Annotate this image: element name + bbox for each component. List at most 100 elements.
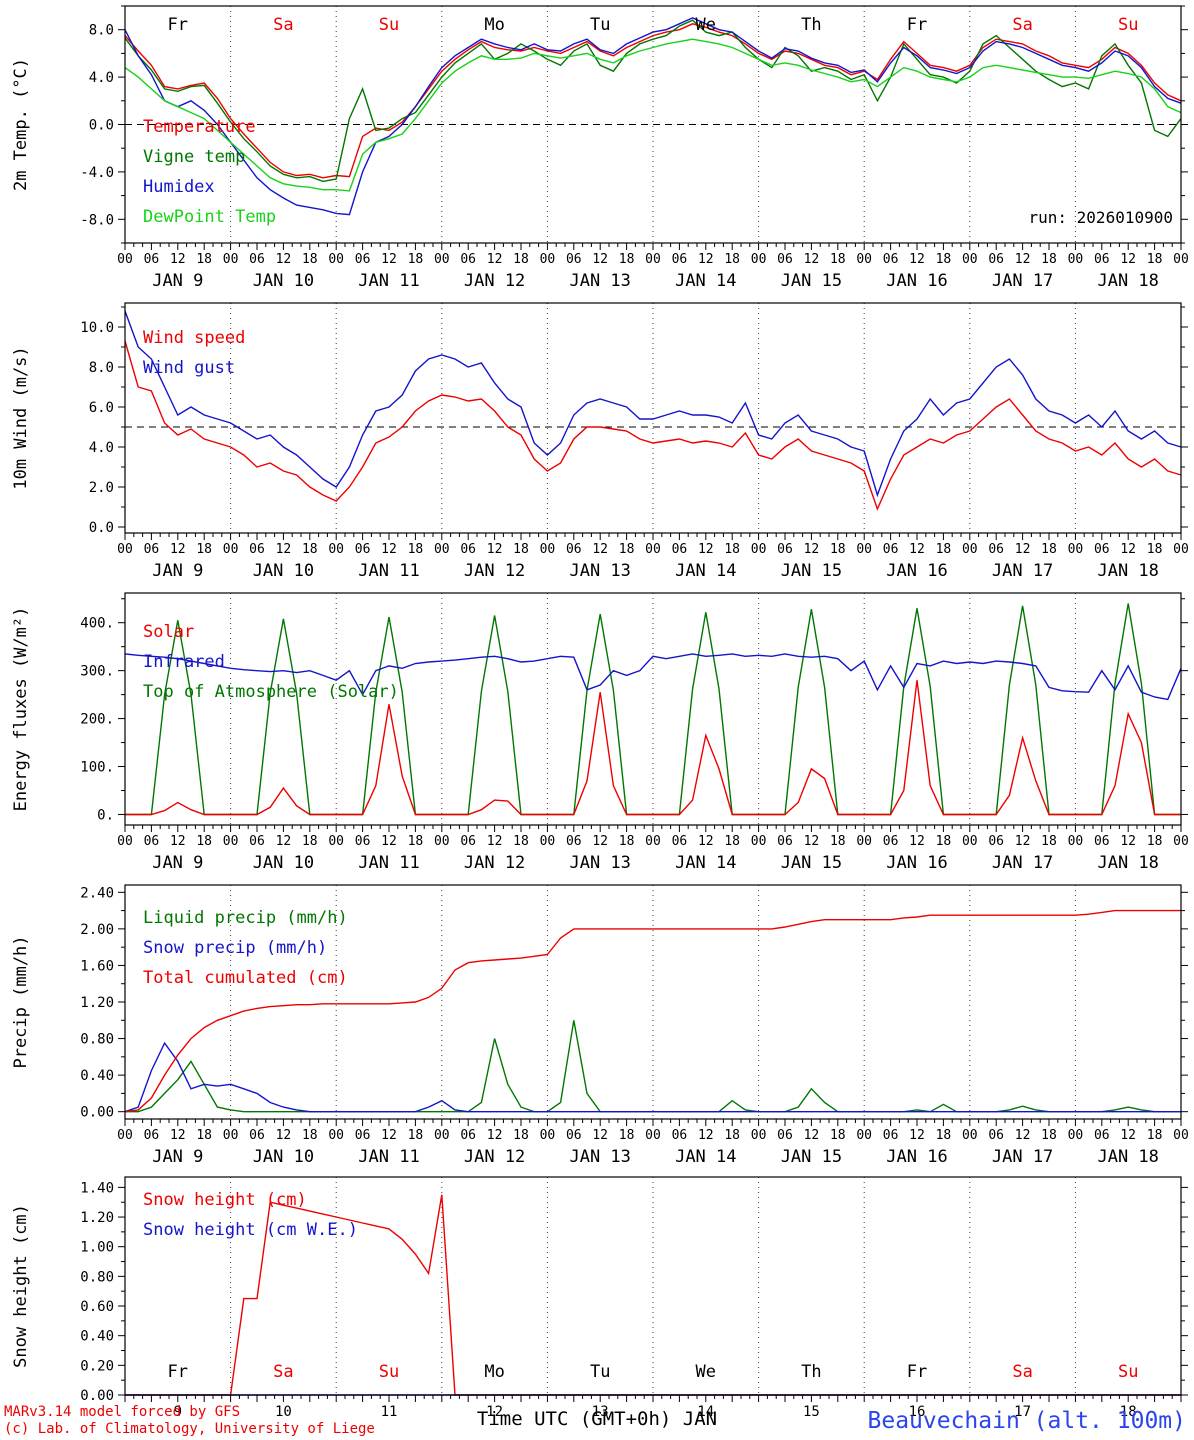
x-hour-label: 06	[144, 834, 160, 849]
panel-precip: 0.00 0.40 0.80 1.20 1.60 2.00 2.40 00 06 12 18 00 06…	[0, 877, 1194, 1171]
x-day-label: JAN 11	[358, 853, 419, 873]
x-hour-label: 12	[592, 252, 608, 267]
x-day-label: JAN 13	[569, 271, 630, 291]
x-day-label: JAN 14	[675, 271, 736, 291]
x-hour-label: 18	[302, 252, 318, 267]
station-label: Beauvechain (alt. 100m)	[867, 1408, 1187, 1434]
x-hour-label: 12	[170, 542, 186, 557]
panel-snow-height: 0.00 0.20 0.40 0.60 0.80 1.00 1.20 1.40 9 10 11 12 1…	[0, 1171, 1194, 1425]
x-hour-label: 06	[355, 834, 371, 849]
x-hour-label: 12	[381, 834, 397, 849]
x-hour-label: 06	[144, 542, 160, 557]
x-day-number: 17	[1014, 1404, 1031, 1420]
x-hour-label: 06	[883, 834, 899, 849]
y-tick-label: 4.0	[89, 70, 114, 86]
x-hour-label: 18	[302, 542, 318, 557]
series-infrared	[124, 653, 1182, 701]
x-hour-label: 00	[856, 834, 872, 849]
x-day-label: JAN 14	[675, 1147, 736, 1167]
x-hour-label: 12	[804, 252, 820, 267]
x-hour-label: 00	[1173, 252, 1189, 267]
x-hour-label: 06	[672, 1128, 688, 1143]
x-hour-label: 18	[724, 1128, 740, 1143]
x-hour-label: 00	[540, 1128, 556, 1143]
model-credit-line1: MARv3.14 model forced by GFS	[4, 1404, 241, 1420]
x-hour-label: 00	[434, 834, 450, 849]
legend-wind-speed: Wind speed	[143, 328, 245, 348]
x-hour-label: 06	[144, 1128, 160, 1143]
legend-dewpoint-temp: DewPoint Temp	[143, 207, 276, 227]
panel-snow-height-svg: 0.00 0.20 0.40 0.60 0.80 1.00 1.20 1.40 9 10 11 12 1…	[11, 1176, 1188, 1420]
x-day-label: JAN 17	[992, 1147, 1053, 1167]
x-hour-label: 00	[645, 252, 661, 267]
x-hour-label: 00	[751, 834, 767, 849]
x-hour-label: 18	[513, 834, 529, 849]
legend-liquid-precip-mm-h: Liquid precip (mm/h)	[143, 908, 348, 928]
x-hour-label: 00	[434, 542, 450, 557]
x-hour-label: 06	[672, 834, 688, 849]
x-hour-label: 00	[1068, 834, 1084, 849]
x-day-label: JAN 16	[886, 1147, 947, 1167]
y-tick-label: 4.0	[89, 440, 114, 456]
y-tick-label: -8.0	[80, 212, 114, 228]
x-hour-label: 00	[856, 252, 872, 267]
series-wind-speed	[124, 340, 1182, 511]
x-hour-label: 06	[988, 1128, 1004, 1143]
y-tick-label: 10.0	[80, 320, 114, 336]
x-hour-label: 00	[117, 834, 133, 849]
x-hour-label: 18	[302, 1128, 318, 1143]
weekday-label: Fr	[907, 15, 927, 35]
x-day-label: JAN 16	[886, 853, 947, 873]
x-hour-label: 12	[170, 252, 186, 267]
y-tick-label: 0.40	[80, 1329, 114, 1345]
y-tick-label: 1.20	[80, 1210, 114, 1226]
y-axis-title: Snow height (cm)	[11, 1204, 31, 1368]
legend-snow-precip-mm-h: Snow precip (mm/h)	[143, 938, 327, 958]
y-tick-label: 2.00	[80, 922, 114, 938]
x-hour-label: 18	[830, 542, 846, 557]
x-hour-label: 12	[804, 834, 820, 849]
x-hour-label: 18	[830, 1128, 846, 1143]
y-tick-label: 1.40	[80, 1180, 114, 1196]
x-hour-label: 18	[1147, 252, 1163, 267]
panel-temperature: -8.0 -4.0 0.0 4.0 8.0 00 06 12 18 00 06 12 18 00 06 12 1…	[0, 0, 1194, 295]
x-hour-label: 12	[698, 834, 714, 849]
y-axis-title: Precip (mm/h)	[11, 935, 31, 1068]
x-hour-label: 00	[328, 834, 344, 849]
legend-snow-height-cm: Snow height (cm)	[143, 1190, 307, 1210]
y-tick-label: 0.60	[80, 1299, 114, 1315]
weekday-label: Sa	[1012, 1362, 1032, 1382]
x-hour-label: 00	[962, 542, 978, 557]
x-hour-label: 06	[777, 834, 793, 849]
panel-temperature-svg: -8.0 -4.0 0.0 4.0 8.0 00 06 12 18 00 06 12 18 00 06 12 1…	[11, 5, 1189, 291]
x-hour-label: 18	[619, 1128, 635, 1143]
x-hour-label: 00	[751, 252, 767, 267]
x-hour-label: 18	[1041, 834, 1057, 849]
x-day-number: 18	[1120, 1404, 1137, 1420]
x-hour-label: 12	[1120, 252, 1136, 267]
x-hour-label: 12	[909, 1128, 925, 1143]
series-dewpoint-temp	[124, 38, 1182, 192]
x-hour-label: 18	[830, 834, 846, 849]
y-tick-label: 200.	[80, 712, 114, 728]
x-hour-label: 12	[909, 834, 925, 849]
panel-precip-svg: 0.00 0.40 0.80 1.20 1.60 2.00 2.40 00 06 12 18 00 06…	[11, 884, 1189, 1167]
x-hour-label: 12	[1120, 834, 1136, 849]
x-hour-label: 18	[408, 834, 424, 849]
x-hour-label: 18	[619, 542, 635, 557]
x-hour-label: 12	[1120, 1128, 1136, 1143]
x-day-label: JAN 13	[569, 853, 630, 873]
x-day-label: JAN 18	[1097, 561, 1158, 581]
x-day-label: JAN 17	[992, 271, 1053, 291]
x-hour-label: 18	[1041, 252, 1057, 267]
x-hour-label: 18	[830, 252, 846, 267]
x-hour-label: 00	[1173, 834, 1189, 849]
x-hour-label: 00	[645, 542, 661, 557]
x-hour-label: 18	[1147, 542, 1163, 557]
legend-snow-height-cm-w-e: Snow height (cm W.E.)	[143, 1220, 358, 1240]
weekday-label: Sa	[273, 1362, 293, 1382]
panel-energy-fluxes-svg: 0. 100. 200. 300. 400. 00 06 12 18 00 06 12 18 00 06 12…	[11, 592, 1189, 873]
x-hour-label: 06	[355, 542, 371, 557]
x-hour-label: 12	[698, 1128, 714, 1143]
